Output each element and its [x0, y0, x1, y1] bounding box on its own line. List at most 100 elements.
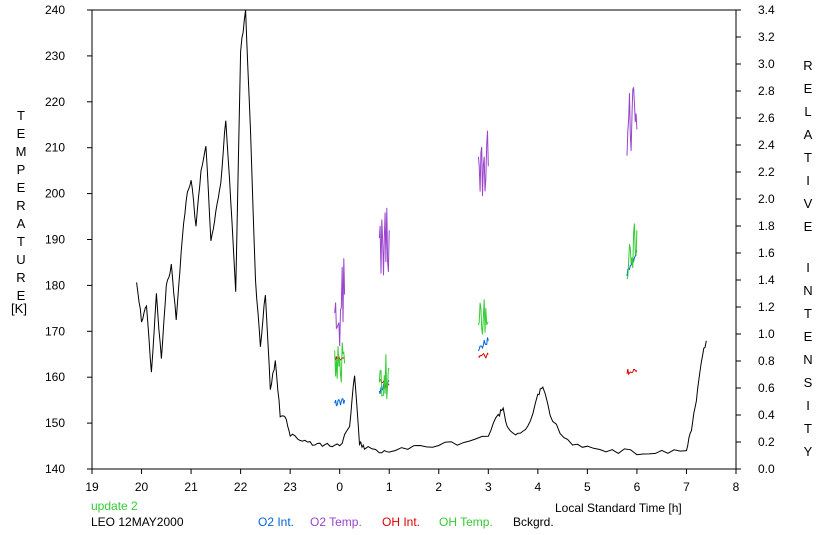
legend: O2 Int. O2 Temp. OH Int. OH Temp. Bckgrd.: [258, 515, 554, 529]
y-right-label-letter: L: [804, 104, 811, 119]
series-group: [136, 9, 707, 456]
series-line: [334, 342, 346, 383]
series-line: [626, 87, 638, 156]
y-right-tick-label: 0.0: [758, 462, 775, 476]
series-line: [626, 223, 638, 280]
series-line: [334, 258, 346, 347]
x-tick-label: 21: [184, 480, 198, 494]
y-right-label-letter: S: [804, 375, 813, 390]
y-left-tick-label: 160: [45, 370, 65, 384]
x-tick-label: 20: [135, 480, 149, 494]
y-right-label-letter: T: [804, 306, 812, 321]
y-left-tick-label: 180: [45, 278, 65, 292]
x-tick-label: 0: [336, 480, 343, 494]
y-left-label-letter: T: [17, 234, 25, 249]
y-left-label-letter: R: [16, 198, 25, 213]
x-tick-label: 5: [584, 480, 591, 494]
x-tick-label: 8: [733, 480, 740, 494]
y-left-label-letter: R: [16, 270, 25, 285]
y-right-tick-label: 1.6: [758, 246, 775, 260]
site-date-annotation: LEO 12MAY2000: [91, 515, 184, 529]
x-tick-label: 7: [683, 480, 690, 494]
y-left-tick-label: 230: [45, 49, 65, 63]
y-right-tick-label: 2.6: [758, 111, 775, 125]
plot-frame: [91, 9, 737, 470]
y-right-tick-label: 2.2: [758, 165, 775, 179]
y-right-tick-label: 0.4: [758, 408, 775, 422]
y-right-label-letter: E: [804, 219, 813, 234]
y-right-tick-label: 2.8: [758, 84, 775, 98]
series-line: [477, 299, 489, 335]
y-left-tick-label: 210: [45, 141, 65, 155]
legend-entry: OH Int.: [382, 515, 420, 529]
y-left-label-letter: E: [17, 180, 26, 195]
y-left-label-letter: M: [16, 144, 27, 159]
x-tick-label: 22: [234, 480, 248, 494]
y-right-tick-label: 2.0: [758, 192, 775, 206]
y-left-label-letter: P: [17, 162, 26, 177]
y-right-label-letter: T: [804, 421, 812, 436]
y-left-tick-label: 140: [45, 462, 65, 476]
y-left-axis-unit: [K]: [11, 301, 27, 316]
y-left-tick-label: 150: [45, 416, 65, 430]
x-tick-label: 1: [386, 480, 393, 494]
x-tick-label: 6: [634, 480, 641, 494]
legend-entry: O2 Int.: [258, 515, 294, 529]
update-annotation: update 2: [91, 499, 138, 513]
y-right-tick-label: 1.2: [758, 300, 775, 314]
series-line: [478, 352, 489, 359]
x-tick-label: 3: [485, 480, 492, 494]
y-right-tick-label: 3.0: [758, 57, 775, 71]
series-line: [626, 369, 638, 376]
x-axis-ticks: 19 20 21 22 23 0 1 2 3 4 5 6 7 8: [85, 469, 740, 494]
y-left-tick-label: 190: [45, 233, 65, 247]
y-right-label-letter: A: [804, 127, 813, 142]
x-tick-label: 4: [535, 480, 542, 494]
y-left-axis-ticks: 140 150 160 170 180 190 200 210 220 230 240: [45, 3, 92, 476]
y-right-tick-label: 1.8: [758, 219, 775, 233]
y-right-label-letter: E: [804, 81, 813, 96]
y-right-label-letter: I: [806, 398, 810, 413]
y-left-label-letter: A: [17, 216, 26, 231]
y-right-label-letter: I: [806, 173, 810, 188]
y-right-tick-label: 3.4: [758, 3, 775, 17]
series-line: [378, 354, 390, 400]
y-left-label-letter: T: [17, 108, 25, 123]
y-right-tick-label: 1.4: [758, 273, 775, 287]
y-right-label-letter: I: [806, 260, 810, 275]
series-line: [477, 337, 489, 352]
y-right-tick-label: 3.2: [758, 30, 775, 44]
y-right-tick-label: 0.8: [758, 354, 775, 368]
y-right-axis-ticks: 0.0 0.2 0.4 0.6 0.8 1.0 1.2 1.4 1.6 1.8 2.0 2.2 2.4 2…: [736, 3, 775, 476]
y-right-label-letter: V: [804, 196, 813, 211]
y-left-label-letter: U: [16, 252, 25, 267]
x-tick-label: 2: [435, 480, 442, 494]
series-line: [477, 130, 489, 197]
y-left-label-letter: E: [17, 288, 26, 303]
y-right-tick-label: 0.2: [758, 435, 775, 449]
y-left-tick-label: 220: [45, 95, 65, 109]
y-right-label-letter: T: [804, 150, 812, 165]
y-left-tick-label: 170: [45, 324, 65, 338]
y-left-tick-label: 240: [45, 3, 65, 17]
y-right-label-letter: R: [803, 58, 812, 73]
y-left-label-letter: E: [17, 126, 26, 141]
legend-entry: OH Temp.: [439, 515, 493, 529]
x-tick-label: 19: [85, 480, 99, 494]
y-left-tick-label: 200: [45, 187, 65, 201]
x-axis-label: Local Standard Time [h]: [555, 501, 682, 515]
legend-entry: Bckgrd.: [513, 515, 554, 529]
y-right-label-letter: N: [803, 283, 812, 298]
y-right-tick-label: 2.4: [758, 138, 775, 152]
series-line: [334, 398, 346, 407]
y-right-tick-label: 1.0: [758, 327, 775, 341]
series-line: [136, 9, 707, 456]
y-right-tick-label: 0.6: [758, 381, 775, 395]
series-line: [378, 207, 390, 276]
y-right-label-letter: N: [803, 352, 812, 367]
y-right-label-letter: E: [804, 329, 813, 344]
x-tick-label: 23: [283, 480, 297, 494]
